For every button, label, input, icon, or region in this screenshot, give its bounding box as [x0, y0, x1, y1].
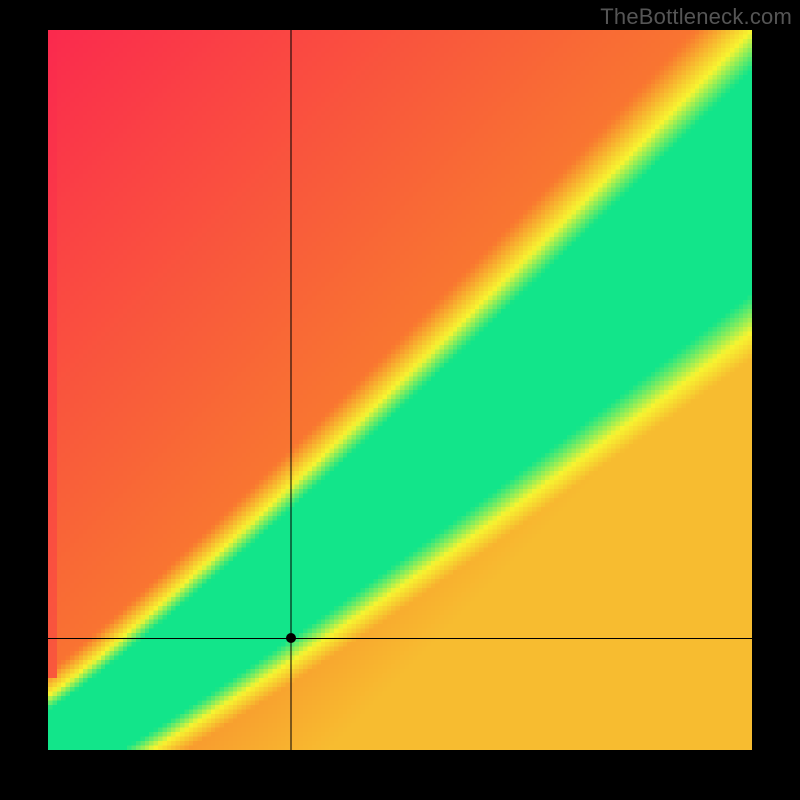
heatmap-plot — [48, 30, 752, 750]
watermark-text: TheBottleneck.com — [600, 0, 800, 30]
figure-container: TheBottleneck.com — [0, 0, 800, 800]
